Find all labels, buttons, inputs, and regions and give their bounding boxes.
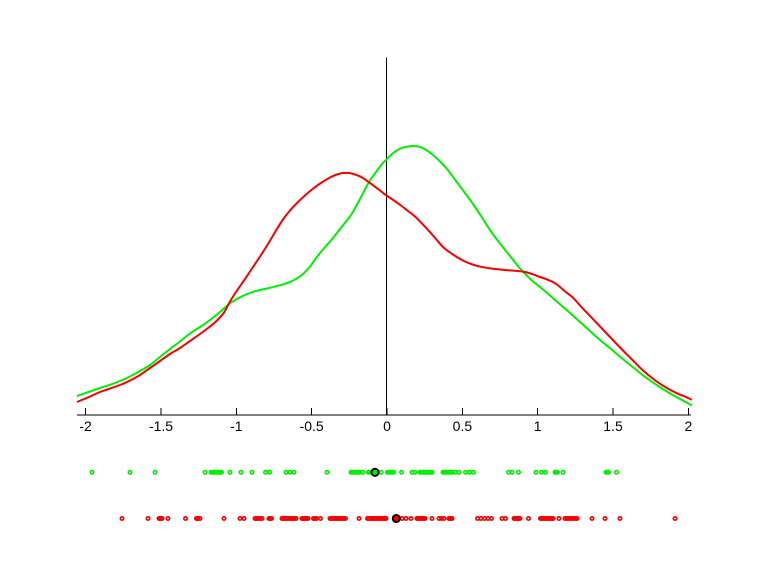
svg-text:-2: -2 (79, 418, 92, 434)
svg-text:-1: -1 (230, 418, 243, 434)
svg-text:2: 2 (685, 418, 693, 434)
svg-text:1: 1 (534, 418, 542, 434)
svg-text:-0.5: -0.5 (300, 418, 324, 434)
svg-text:-1.5: -1.5 (149, 418, 173, 434)
svg-text:1.5: 1.5 (603, 418, 623, 434)
svg-text:0.5: 0.5 (453, 418, 473, 434)
svg-text:0: 0 (383, 418, 391, 434)
